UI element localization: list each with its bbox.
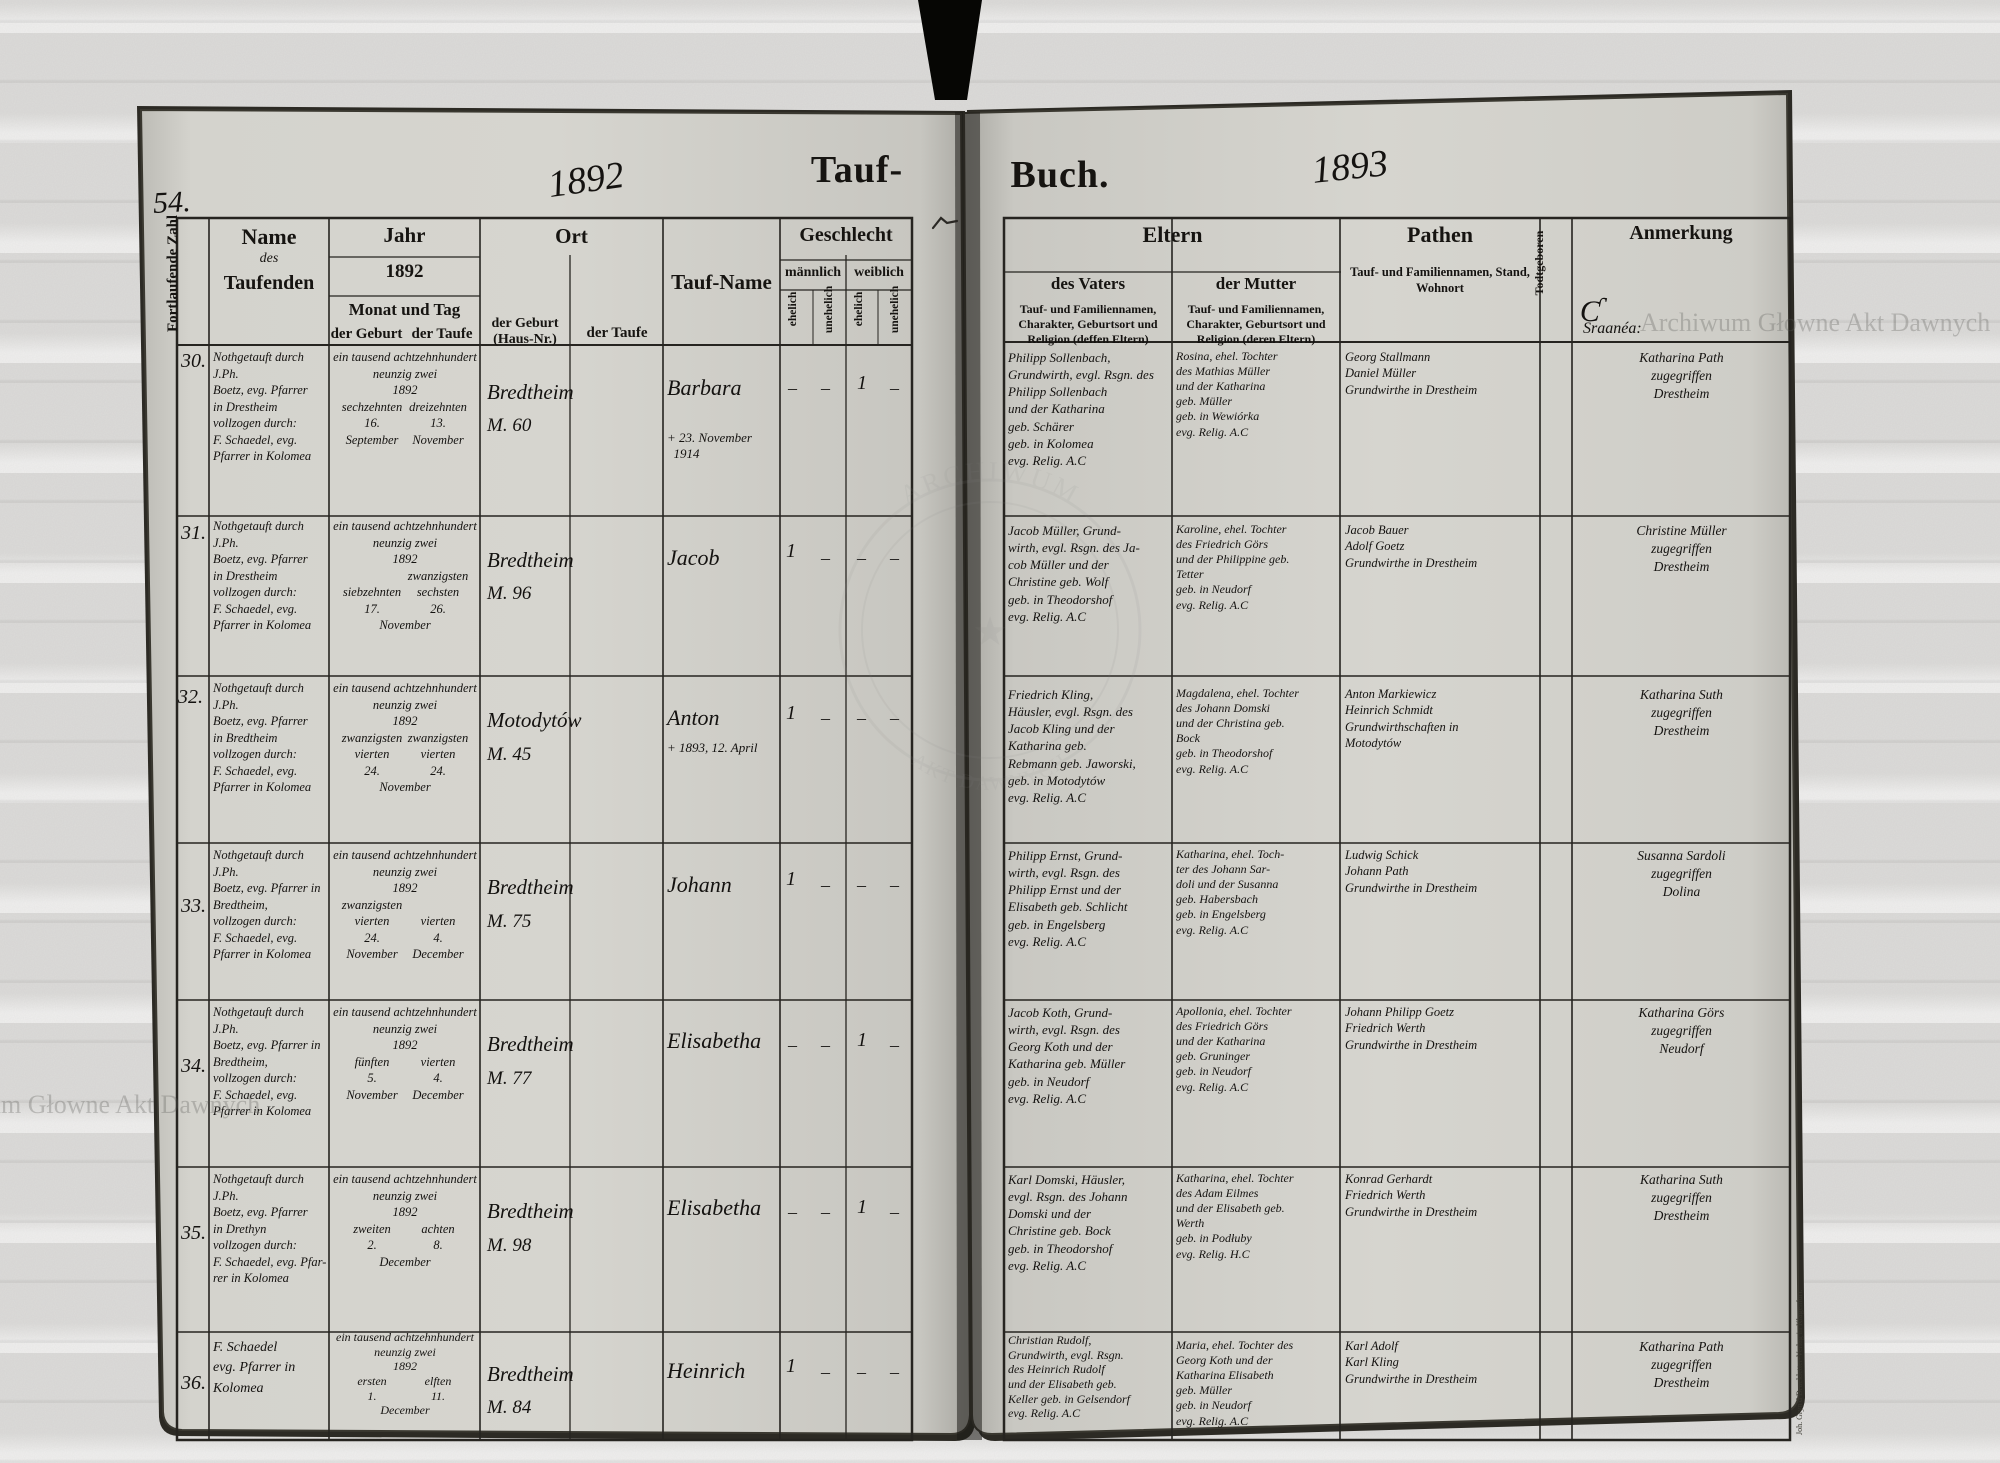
svg-text:★: ★ (972, 609, 1008, 654)
svg-text:AKT DAWNYCH: AKT DAWNYCH (908, 749, 1073, 795)
